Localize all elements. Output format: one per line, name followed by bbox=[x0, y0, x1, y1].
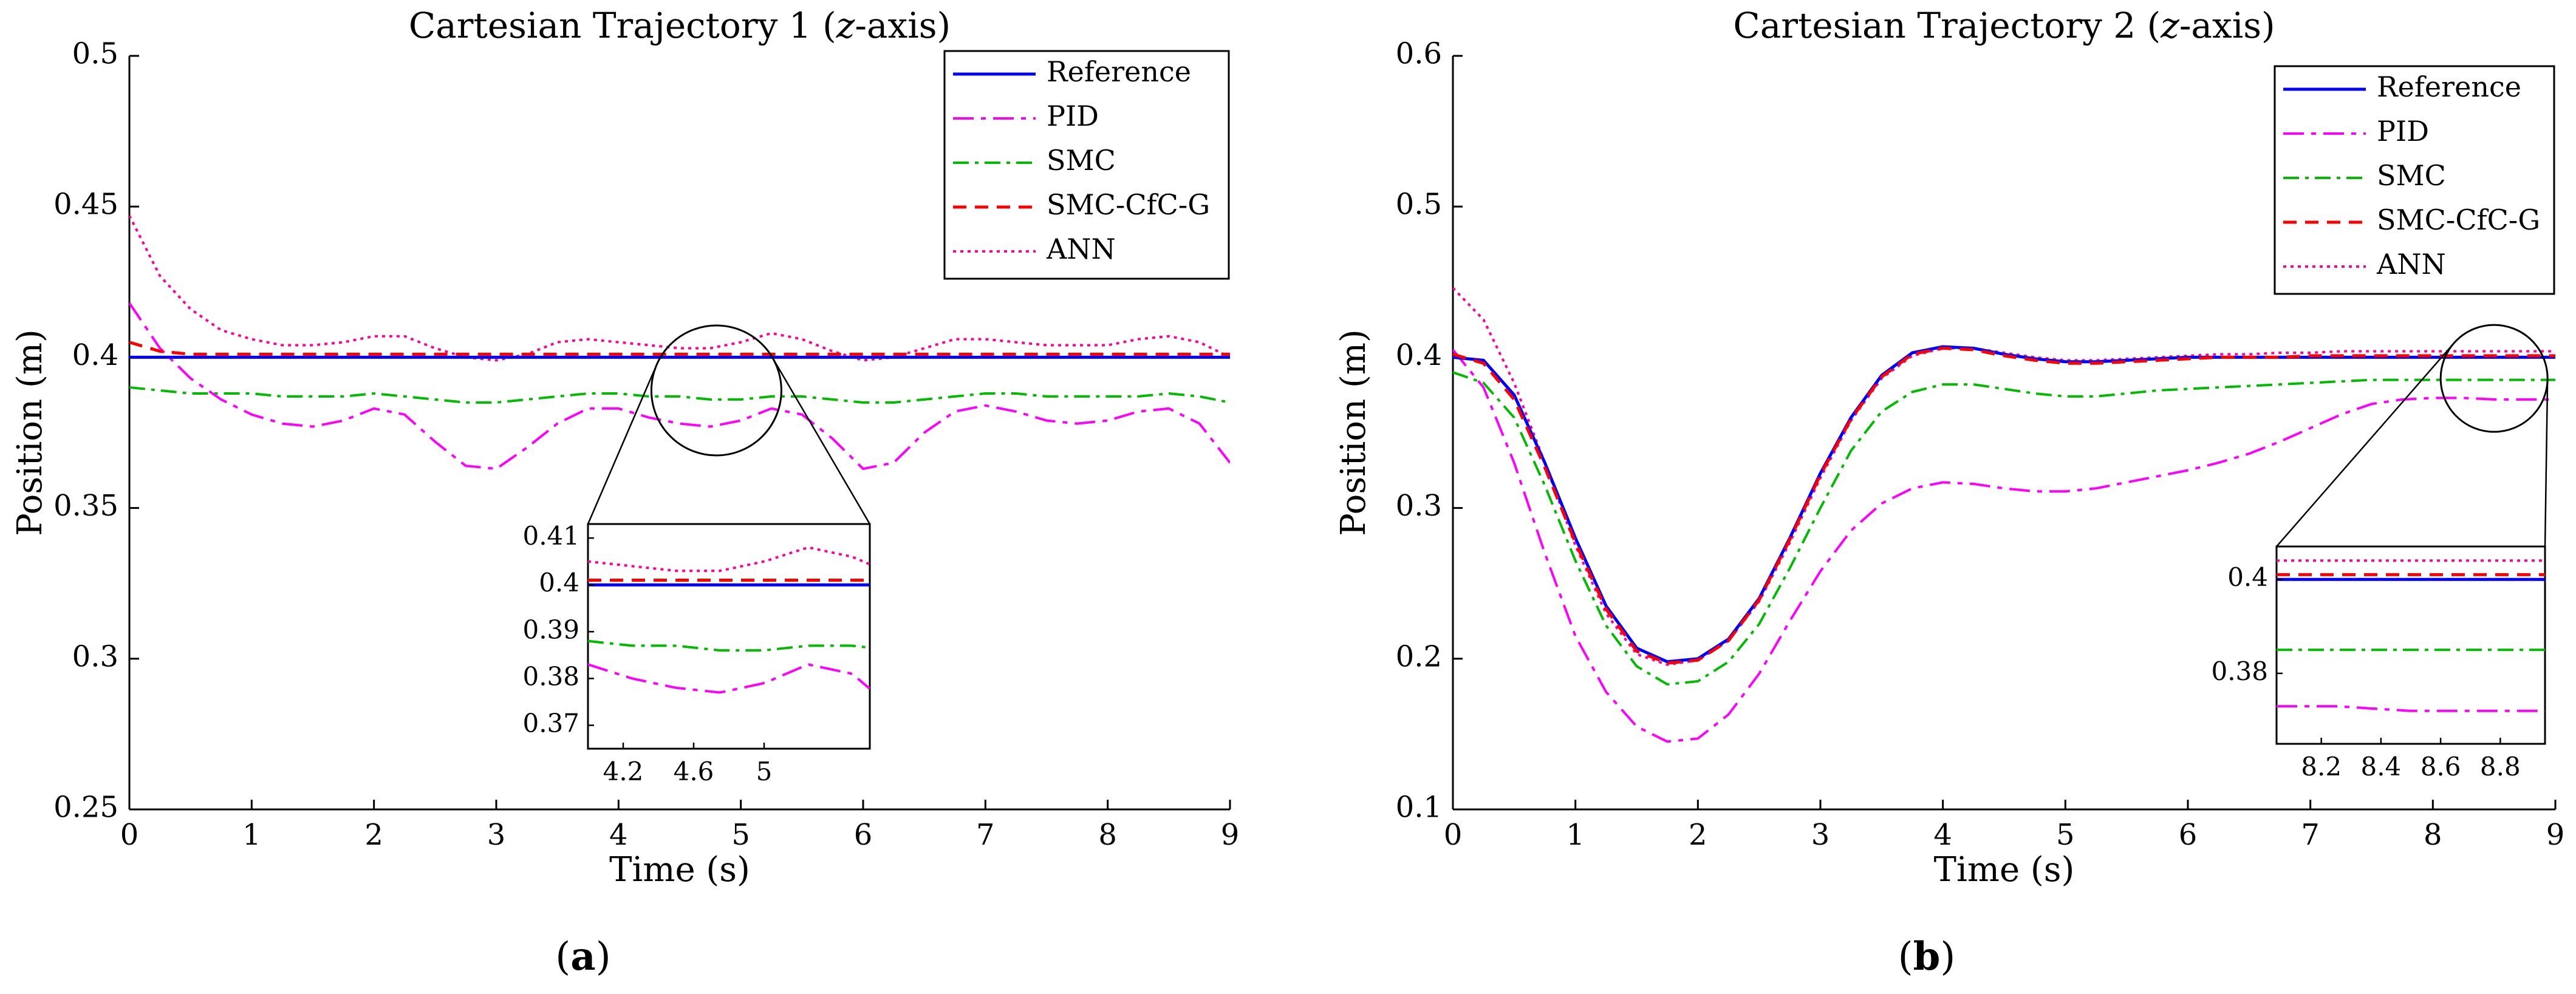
x-tick-label: 5 bbox=[731, 818, 750, 852]
chart-b: Cartesian Trajectory 2 (z-axis) 0 1 2 3 4 5 6 7 8… bbox=[1334, 5, 2564, 979]
x-tick-label: 8 bbox=[2424, 818, 2442, 852]
subfigure-label: (b) bbox=[1898, 934, 1956, 979]
zoom-connector bbox=[587, 364, 658, 525]
legend-box bbox=[2274, 65, 2555, 295]
inset-x-tick-label: 8.2 bbox=[2301, 752, 2342, 781]
x-tick-label: 2 bbox=[1689, 818, 1707, 852]
x-tick-label: 5 bbox=[2056, 818, 2075, 852]
series-line-smc bbox=[129, 386, 1230, 404]
x-tick-label: 9 bbox=[2546, 818, 2565, 852]
x-tick-label: 7 bbox=[976, 818, 995, 852]
inset-line-smc bbox=[588, 639, 870, 652]
inset-y-tick-label: 0.41 bbox=[522, 521, 579, 551]
legend-label-smc: SMC bbox=[2377, 159, 2446, 192]
x-tick-label: 1 bbox=[242, 818, 261, 852]
x-axis-label: Time (s) bbox=[1934, 850, 2075, 890]
series-line-smc-cfc-g bbox=[129, 341, 1230, 356]
zoom-connector bbox=[2544, 379, 2549, 547]
inset-y-tick-label: 0.4 bbox=[2227, 562, 2268, 592]
legend-label-pid: PID bbox=[2377, 115, 2429, 148]
y-tick-label: 0.45 bbox=[53, 188, 118, 222]
x-tick-label: 6 bbox=[854, 818, 873, 852]
legend-label-ann: ANN bbox=[1046, 233, 1116, 265]
series-line-smc bbox=[1453, 371, 2555, 686]
x-tick-label: 0 bbox=[120, 818, 139, 852]
inset-x-tick-label: 8.6 bbox=[2421, 752, 2461, 781]
inset-line-pid bbox=[588, 663, 870, 694]
legend: Reference PID SMC SMC-CfC-G ANN bbox=[943, 50, 1230, 280]
y-tick-label: 0.1 bbox=[1396, 791, 1442, 825]
y-tick-label: 0.4 bbox=[1396, 338, 1442, 372]
inset-x-tick-label: 5 bbox=[756, 757, 773, 786]
y-axis-label: Position (m) bbox=[1334, 329, 1373, 536]
legend-label-smc-cfc-g: SMC-CfC-G bbox=[2377, 203, 2540, 236]
inset-y-tick-label: 0.4 bbox=[539, 568, 579, 597]
inset-y-tick-label: 0.39 bbox=[522, 614, 579, 644]
x-tick-label: 3 bbox=[487, 818, 506, 852]
y-tick-label: 0.4 bbox=[72, 338, 118, 372]
x-tick-label: 3 bbox=[1811, 818, 1830, 852]
y-tick-label: 0.3 bbox=[72, 639, 118, 673]
x-tick-label: 8 bbox=[1098, 818, 1117, 852]
legend-label-reference: Reference bbox=[2377, 70, 2521, 103]
y-tick-label: 0.6 bbox=[1396, 37, 1442, 71]
y-tick-label: 0.25 bbox=[53, 791, 118, 825]
legend-label-smc: SMC bbox=[1047, 144, 1116, 177]
inset-x-tick-label: 8.8 bbox=[2480, 752, 2521, 781]
y-tick-label: 0.5 bbox=[1396, 188, 1442, 222]
y-tick-label: 0.5 bbox=[72, 37, 118, 71]
x-tick-label: 4 bbox=[1933, 818, 1952, 852]
series-line-pid bbox=[129, 302, 1230, 471]
zoom-circle bbox=[650, 324, 782, 457]
zoom-circle bbox=[2439, 324, 2549, 433]
x-tick-label: 0 bbox=[1444, 818, 1463, 852]
series-line-smc-cfc-g bbox=[1453, 347, 2555, 665]
inset-plot-area bbox=[588, 546, 870, 694]
chart-a: Cartesian Trajectory 1 (z-axis) 0 1 2 3 4 5 6 7 8… bbox=[10, 5, 1239, 979]
zoom-connector bbox=[2276, 342, 2455, 547]
x-axis-label: Time (s) bbox=[609, 850, 750, 890]
inset-frame bbox=[587, 523, 871, 750]
inset-y-tick-label: 0.38 bbox=[522, 661, 579, 691]
inset-y-tick-label: 0.37 bbox=[522, 708, 579, 738]
chart-title: Cartesian Trajectory 1 (z-axis) bbox=[409, 5, 951, 46]
inset-x-tick-label: 4.6 bbox=[674, 757, 714, 786]
legend-label-smc-cfc-g: SMC-CfC-G bbox=[1047, 188, 1210, 221]
x-tick-label: 2 bbox=[364, 818, 383, 852]
legend: Reference PID SMC SMC-CfC-G ANN bbox=[2274, 65, 2555, 295]
legend-box bbox=[943, 50, 1230, 280]
x-tick-label: 6 bbox=[2179, 818, 2198, 852]
inset-y-tick-label: 0.38 bbox=[2211, 656, 2268, 686]
chart-title: Cartesian Trajectory 2 (z-axis) bbox=[1733, 5, 2275, 46]
series-line-pid bbox=[1453, 349, 2555, 743]
inset-x-tick-label: 4.2 bbox=[603, 757, 644, 786]
subfigure-label: (a) bbox=[555, 934, 610, 979]
inset-plot-area bbox=[2277, 559, 2545, 712]
y-tick-label: 0.2 bbox=[1396, 639, 1442, 673]
x-tick-label: 1 bbox=[1566, 818, 1585, 852]
x-tick-label: 7 bbox=[2301, 818, 2320, 852]
x-tick-label: 4 bbox=[609, 818, 628, 852]
legend-label-pid: PID bbox=[1047, 100, 1099, 132]
zoom-connector bbox=[771, 357, 871, 525]
y-tick-label: 0.3 bbox=[1396, 489, 1442, 523]
x-tick-label: 9 bbox=[1221, 818, 1240, 852]
series-line-ann bbox=[129, 215, 1230, 362]
plot-area bbox=[1453, 287, 2555, 743]
legend-label-ann: ANN bbox=[2376, 248, 2446, 281]
plot-area bbox=[129, 215, 1230, 471]
inset-x-tick-label: 8.4 bbox=[2360, 752, 2401, 781]
y-axis-label: Position (m) bbox=[10, 329, 50, 536]
y-tick-label: 0.35 bbox=[53, 489, 118, 523]
legend-label-reference: Reference bbox=[1047, 55, 1191, 88]
inset-line-pid bbox=[2277, 705, 2545, 712]
